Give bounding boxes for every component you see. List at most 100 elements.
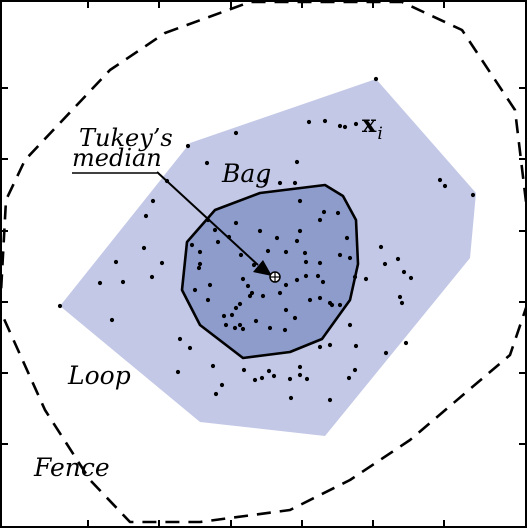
data-point bbox=[233, 305, 239, 311]
data-point bbox=[187, 345, 193, 351]
tukey-median-label-line1: Tukey’s bbox=[79, 124, 173, 152]
data-point bbox=[249, 290, 255, 296]
data-point bbox=[321, 209, 327, 215]
data-point bbox=[277, 290, 283, 296]
xi-label-subscript: i bbox=[377, 124, 382, 144]
xi-label: xi bbox=[362, 109, 383, 144]
data-point bbox=[352, 367, 358, 373]
data-point bbox=[294, 159, 300, 165]
data-point bbox=[382, 261, 388, 267]
data-point bbox=[329, 302, 335, 308]
data-point bbox=[233, 130, 239, 136]
data-point bbox=[307, 297, 313, 303]
data-point bbox=[266, 368, 272, 374]
data-point bbox=[320, 279, 326, 285]
data-point bbox=[297, 364, 303, 370]
data-point bbox=[245, 283, 251, 289]
data-point bbox=[215, 239, 221, 245]
data-point bbox=[335, 210, 341, 216]
data-point bbox=[277, 180, 283, 186]
data-point bbox=[271, 373, 277, 379]
data-point bbox=[189, 242, 195, 248]
median-arrow-line bbox=[156, 171, 259, 266]
loop-label: Loop bbox=[67, 361, 131, 390]
data-point bbox=[352, 274, 358, 280]
data-point bbox=[303, 259, 309, 265]
data-point bbox=[315, 273, 321, 279]
data-point bbox=[204, 160, 210, 166]
data-point bbox=[470, 192, 476, 198]
data-point bbox=[395, 256, 401, 262]
data-point bbox=[292, 315, 298, 321]
data-point bbox=[260, 293, 266, 299]
data-point bbox=[109, 317, 115, 323]
data-point bbox=[240, 276, 246, 282]
data-point bbox=[408, 275, 414, 281]
data-point bbox=[399, 300, 405, 306]
data-point bbox=[282, 327, 288, 333]
data-point bbox=[288, 395, 294, 401]
fence-label: Fence bbox=[33, 453, 110, 482]
data-point bbox=[97, 280, 103, 286]
data-point bbox=[294, 277, 300, 283]
data-point bbox=[306, 119, 312, 125]
data-point bbox=[373, 76, 379, 82]
data-point bbox=[223, 322, 229, 328]
data-point bbox=[150, 198, 156, 204]
data-point bbox=[346, 375, 352, 381]
data-point bbox=[317, 295, 323, 301]
data-point bbox=[353, 343, 359, 349]
data-point bbox=[353, 121, 359, 127]
data-point bbox=[237, 301, 243, 307]
data-point bbox=[265, 248, 271, 254]
data-point bbox=[437, 177, 443, 183]
data-point bbox=[205, 297, 211, 303]
data-point bbox=[149, 274, 155, 280]
data-point bbox=[212, 227, 218, 233]
data-point bbox=[344, 235, 350, 241]
data-point bbox=[252, 377, 258, 383]
data-point bbox=[302, 250, 308, 256]
data-point bbox=[317, 260, 323, 266]
data-point bbox=[337, 252, 343, 258]
data-point bbox=[113, 259, 119, 265]
data-point bbox=[247, 293, 253, 299]
data-point bbox=[297, 228, 303, 234]
data-point bbox=[240, 326, 246, 332]
data-point bbox=[253, 318, 259, 324]
data-point bbox=[397, 294, 403, 300]
xi-label-main: x bbox=[362, 109, 377, 138]
bag-region bbox=[180, 183, 360, 360]
data-point bbox=[143, 213, 149, 219]
data-point bbox=[237, 322, 243, 328]
data-point bbox=[221, 313, 227, 319]
data-point bbox=[159, 260, 165, 266]
data-point bbox=[57, 303, 63, 309]
data-point bbox=[303, 273, 309, 279]
data-point bbox=[283, 249, 289, 255]
data-point bbox=[267, 325, 273, 331]
data-point bbox=[241, 367, 247, 373]
data-point bbox=[327, 397, 333, 403]
data-point bbox=[297, 372, 303, 378]
data-point bbox=[317, 217, 323, 223]
data-point bbox=[342, 124, 348, 130]
data-point bbox=[401, 269, 407, 275]
data-point bbox=[207, 282, 213, 288]
data-point bbox=[337, 123, 343, 129]
median-arrowhead bbox=[253, 260, 272, 276]
data-point bbox=[297, 198, 303, 204]
data-point bbox=[219, 382, 225, 388]
data-point bbox=[232, 325, 238, 331]
data-point bbox=[177, 336, 183, 342]
data-point bbox=[403, 340, 409, 346]
data-point bbox=[229, 312, 235, 318]
data-point bbox=[192, 287, 198, 293]
data-point bbox=[383, 350, 389, 356]
data-point bbox=[442, 183, 448, 189]
data-point bbox=[337, 302, 343, 308]
